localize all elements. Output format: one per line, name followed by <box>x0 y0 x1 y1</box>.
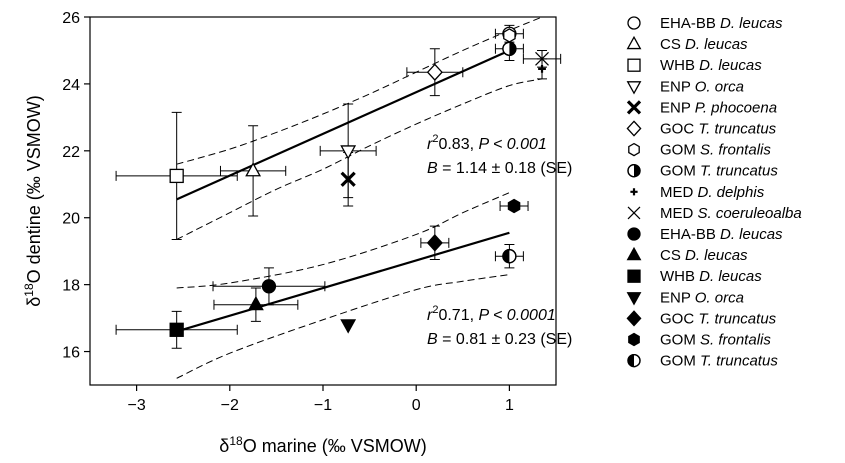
legend-label: ENP O. orca <box>660 289 744 306</box>
lower-annotation-slope: B = 0.81 ± 0.23 (SE) <box>427 331 572 348</box>
legend-marker-icon <box>627 353 641 368</box>
legend-entry: GOM T. truncatus <box>627 353 778 370</box>
legend-entry: CS D. leucas <box>626 246 748 264</box>
legend-label: CS D. leucas <box>660 36 748 53</box>
legend-entry: GOC T. truncatus <box>626 120 777 138</box>
legend-label: WHB D. leucas <box>660 268 762 285</box>
legend-label: CS D. leucas <box>660 247 748 264</box>
x-axis-title: δ18O marine (‰ VSMOW) <box>219 434 426 456</box>
legend-label: GOM T. truncatus <box>660 163 778 180</box>
legend-entry: GOM T. truncatus <box>627 163 778 180</box>
data-point-upper-5 <box>426 63 443 81</box>
legend-marker-icon <box>627 206 641 220</box>
legend-entry: GOM S. frontalis <box>628 332 771 349</box>
data-point-lower-14 <box>426 234 443 252</box>
y-tick-label: 22 <box>62 144 80 161</box>
data-point-lower-12 <box>169 322 184 337</box>
legend-label: EHA-BB D. leucas <box>660 15 783 32</box>
y-tick-label: 20 <box>62 211 80 228</box>
legend-entry: EHA-BB D. leucas <box>627 15 783 32</box>
legend-label: GOM S. frontalis <box>660 142 771 159</box>
legend-marker-icon <box>626 100 642 115</box>
data-point-lower-13 <box>340 319 357 334</box>
legend-entry: WHB D. leucas <box>627 268 762 285</box>
legend-marker-icon <box>626 292 642 306</box>
legend-label: GOM T. truncatus <box>660 353 778 370</box>
regression-line-upper <box>176 49 510 201</box>
legend-marker-icon <box>626 81 642 95</box>
y-tick-label: 16 <box>62 345 80 362</box>
legend-marker-icon <box>628 142 640 157</box>
data-point-upper-6 <box>503 28 516 43</box>
data-point-upper-4 <box>340 171 356 187</box>
legend: EHA-BB D. leucas CS D. leucas WHB D. leuca… <box>626 15 802 370</box>
data-point-lower-11 <box>247 295 264 311</box>
legend-label: GOM S. frontalis <box>660 332 771 349</box>
legend-label: MED D. delphis <box>660 184 765 201</box>
legend-entry: MED D. delphis <box>630 184 765 201</box>
legend-label: ENP O. orca <box>660 78 744 95</box>
x-tick-label: −2 <box>221 397 239 414</box>
legend-marker-icon <box>630 188 638 196</box>
legend-entry: GOM S. frontalis <box>628 142 771 159</box>
legend-label: GOC T. truncatus <box>660 310 777 327</box>
legend-label: GOC T. truncatus <box>660 121 777 138</box>
ci-lower-line-upper <box>176 78 543 240</box>
y-tick-label: 26 <box>62 10 80 27</box>
data-point-upper-1 <box>245 162 262 177</box>
data-point-lower-15 <box>507 198 521 214</box>
legend-entry: ENP P. phocoena <box>626 99 777 116</box>
legend-marker-icon <box>626 35 642 50</box>
upper-annotation-r2: r20.83, P < 0.001 <box>427 133 547 153</box>
legend-entry: EHA-BB D. leucas <box>627 226 783 243</box>
legend-label: MED S. coeruleoalba <box>660 205 802 222</box>
legend-entry: CS D. leucas <box>626 35 748 53</box>
legend-marker-icon <box>627 227 641 241</box>
y-tick-label: 18 <box>62 278 80 295</box>
data-point-lower-16 <box>502 249 517 264</box>
legend-entry: ENP O. orca <box>626 78 744 95</box>
x-tick-label: 1 <box>505 397 514 414</box>
y-axis-title: δ18O dentine (‰ VSMOW) <box>22 95 44 306</box>
legend-label: EHA-BB D. leucas <box>660 226 783 243</box>
legend-marker-icon <box>627 269 641 283</box>
ci-upper-line-upper <box>176 16 543 165</box>
legend-marker-icon <box>626 120 642 137</box>
legend-marker-icon <box>626 246 642 261</box>
legend-marker-icon <box>626 310 642 327</box>
data-point-upper-2 <box>169 168 184 184</box>
ci-lower-line-lower <box>176 274 510 379</box>
x-tick-label: −3 <box>127 397 145 414</box>
legend-label: WHB D. leucas <box>660 57 762 74</box>
data-point-lower-10 <box>261 279 277 294</box>
legend-label: ENP P. phocoena <box>660 99 777 116</box>
legend-marker-icon <box>627 164 641 178</box>
regression-line-lower <box>176 231 510 333</box>
legend-marker-icon <box>627 16 641 30</box>
data-point-upper-8 <box>538 64 546 73</box>
data-point-upper-3 <box>340 145 357 160</box>
legend-marker-icon <box>627 58 641 72</box>
legend-entry: ENP O. orca <box>626 289 744 306</box>
legend-entry: WHB D. leucas <box>627 57 762 74</box>
legend-entry: MED S. coeruleoalba <box>627 205 802 222</box>
lower-annotation-r2: r20.71, P < 0.0001 <box>427 304 556 324</box>
legend-entry: GOC T. truncatus <box>626 310 777 327</box>
upper-annotation-slope: B = 1.14 ± 0.18 (SE) <box>427 160 572 177</box>
data-point-upper-9 <box>535 51 549 66</box>
y-tick-label: 24 <box>62 77 80 94</box>
legend-marker-icon <box>628 332 640 347</box>
x-tick-label: −1 <box>314 397 332 414</box>
data-point-upper-7 <box>502 41 517 56</box>
ci-upper-line-lower <box>176 192 510 289</box>
x-tick-label: 0 <box>412 397 421 414</box>
